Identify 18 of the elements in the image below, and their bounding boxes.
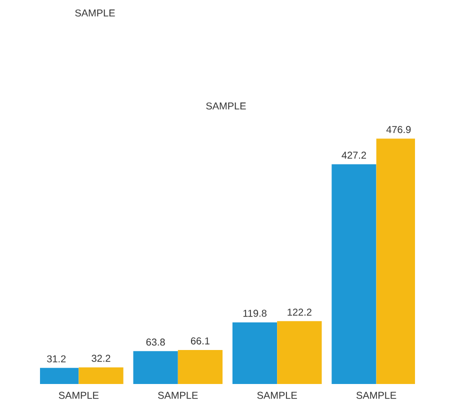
data-label: 66.1 [190, 337, 210, 344]
x-tick-label: SAMPLE [158, 392, 198, 399]
bar [232, 322, 278, 384]
x-tick-label: SAMPLE [58, 392, 99, 399]
data-label: 476.9 [386, 126, 411, 134]
text: SAMPLE [206, 102, 246, 110]
bar [133, 351, 178, 384]
bar [178, 350, 223, 384]
data-label: 122.2 [288, 308, 312, 316]
data-label: 427.2 [342, 152, 366, 159]
bar [277, 321, 322, 384]
text: SAMPLE [75, 9, 115, 17]
x-tick-label: SAMPLE [356, 392, 396, 399]
data-label: 63.8 [146, 338, 165, 346]
data-label: 119.8 [243, 310, 266, 317]
data-label: 31.2 [47, 355, 66, 362]
data-label: 32.2 [92, 354, 110, 362]
x-tick-label: SAMPLE [257, 392, 297, 399]
